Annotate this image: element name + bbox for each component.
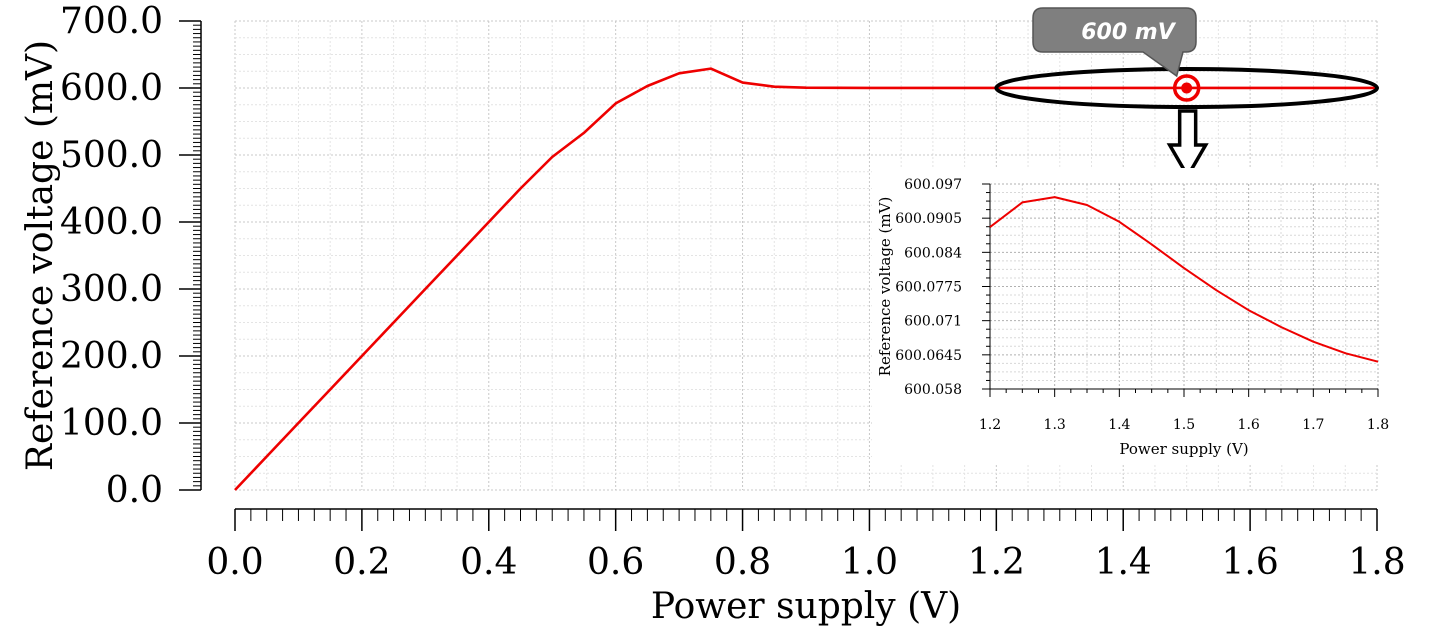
inset-y-tick-label: 600.0905 <box>895 211 962 227</box>
y-tick-label: 700.0 <box>60 1 163 42</box>
inset-x-tick-label: 1.4 <box>1108 417 1130 433</box>
inset-y-axis-label: Reference voltage (mV) <box>876 197 894 377</box>
y-tick-label: 600.0 <box>60 68 163 109</box>
inset-y-tick-labels: 600.058 600.0645 600.071 600.0775 600.084 600… <box>895 177 962 398</box>
main-y-axis <box>179 20 202 491</box>
inset-y-tick-label: 600.0645 <box>895 348 962 364</box>
x-tick-label: 1.4 <box>1095 542 1152 583</box>
main-series-line <box>234 67 1377 491</box>
inset-y-tick-label: 600.071 <box>904 314 962 330</box>
inset-x-axis-label: Power supply (V) <box>1119 440 1248 458</box>
callout-bubble <box>1032 7 1197 78</box>
inset-series-line <box>989 196 1379 363</box>
highlight-ellipse <box>994 67 1379 109</box>
callout-label: 600 mV <box>1081 20 1177 45</box>
inset-y-tick-label: 600.097 <box>904 177 962 193</box>
x-tick-label: 0.6 <box>587 542 644 583</box>
y-tick-label: 500.0 <box>60 135 163 176</box>
inset-axes <box>982 183 1379 397</box>
x-tick-label: 0.2 <box>333 542 390 583</box>
target-marker-ring <box>1172 74 1201 102</box>
inset-x-tick-label: 1.6 <box>1238 417 1260 433</box>
inset-x-tick-label: 1.3 <box>1044 417 1066 433</box>
x-tick-label: 1.2 <box>968 542 1025 583</box>
target-marker-dot <box>1181 82 1193 94</box>
inset-background <box>872 168 1388 464</box>
inset-y-tick-label: 600.084 <box>904 245 962 261</box>
y-tick-label: 300.0 <box>60 269 163 310</box>
main-x-axis-label: Power supply (V) <box>651 586 961 627</box>
inset-y-tick-label: 600.0775 <box>895 280 962 296</box>
inset-x-tick-labels: 1.2 1.3 1.4 1.5 1.6 1.7 1.8 <box>979 417 1389 433</box>
y-tick-label: 400.0 <box>60 202 163 243</box>
y-tick-label: 200.0 <box>60 336 163 377</box>
y-tick-label: 0.0 <box>106 470 163 511</box>
y-tick-label: 100.0 <box>60 403 163 444</box>
inset-x-tick-label: 1.7 <box>1302 417 1324 433</box>
inset-x-tick-label: 1.8 <box>1367 417 1389 433</box>
main-y-axis-label: Reference voltage (mV) <box>20 40 61 471</box>
main-x-tick-labels: 0.0 0.2 0.4 0.6 0.8 1.0 1.2 1.4 1.6 1.8 <box>206 542 1405 583</box>
inset-x-tick-label: 1.5 <box>1173 417 1195 433</box>
x-tick-label: 1.6 <box>1221 542 1278 583</box>
x-tick-label: 1.8 <box>1348 542 1405 583</box>
x-tick-label: 0.0 <box>206 542 263 583</box>
main-y-tick-labels: 0.0 100.0 200.0 300.0 400.0 500.0 600.0 700.0 <box>60 1 163 511</box>
inset-y-tick-label: 600.058 <box>904 382 962 398</box>
inset-x-tick-label: 1.2 <box>979 417 1001 433</box>
down-arrow-icon <box>1166 109 1209 180</box>
main-x-axis <box>234 508 1378 531</box>
x-tick-label: 1.0 <box>841 542 898 583</box>
x-tick-label: 0.8 <box>714 542 771 583</box>
x-tick-label: 0.4 <box>460 542 517 583</box>
